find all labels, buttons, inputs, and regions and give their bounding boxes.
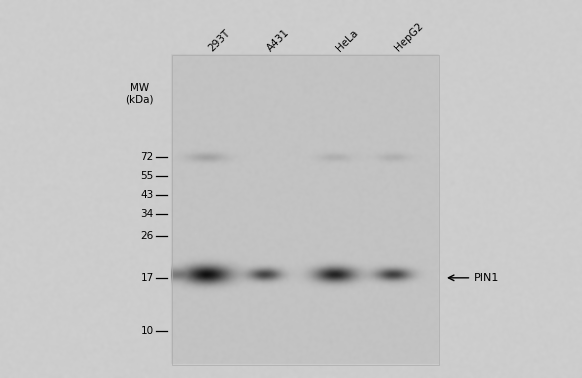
Text: HepG2: HepG2 [393,21,425,53]
Text: MW
(kDa): MW (kDa) [126,83,154,105]
Text: 43: 43 [140,190,154,200]
Text: 26: 26 [140,231,154,241]
Text: 55: 55 [140,171,154,181]
Text: 72: 72 [140,152,154,162]
Text: 17: 17 [140,273,154,283]
Text: 293T: 293T [207,27,232,53]
Text: 10: 10 [140,326,154,336]
Bar [172,55,439,365]
Text: PIN1: PIN1 [474,273,500,283]
Text: A431: A431 [265,27,291,53]
Text: 34: 34 [140,209,154,218]
Text: HeLa: HeLa [335,27,360,53]
